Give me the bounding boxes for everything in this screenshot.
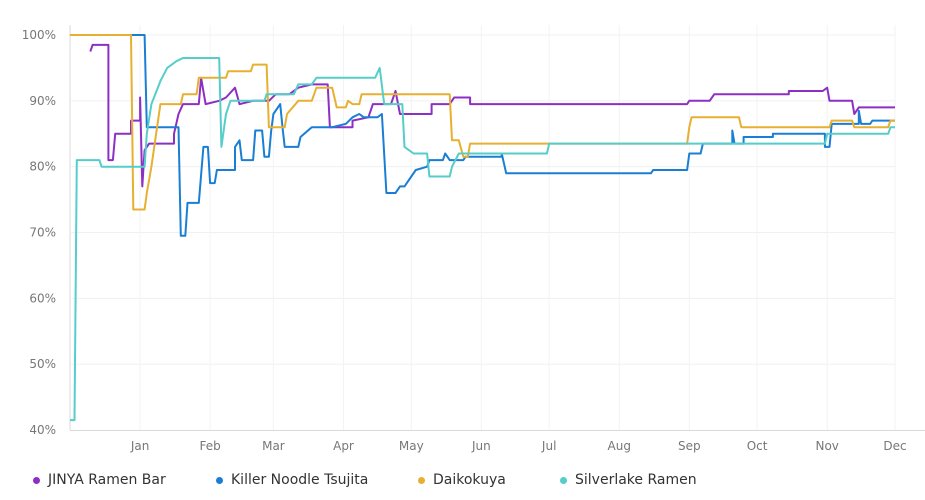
series-line-silverlake[interactable]: [70, 57, 895, 422]
legend-item-jinya[interactable]: JINYA Ramen Bar: [33, 472, 166, 488]
x-tick-label: Jun: [471, 439, 491, 453]
legend-swatch-jinya: [33, 476, 40, 484]
x-tick-label: Oct: [747, 439, 768, 453]
x-tick-label: Jan: [130, 439, 150, 453]
series-line-jinya[interactable]: [89, 43, 895, 188]
legend: JINYA Ramen Bar Killer Noodle Tsujita Da…: [0, 472, 925, 498]
x-tick-label: Sep: [678, 439, 701, 453]
legend-swatch-silverlake: [560, 476, 567, 484]
legend-swatch-killer-noodle: [216, 476, 223, 484]
x-tick-label: Feb: [200, 439, 221, 453]
legend-item-daikokuya[interactable]: Daikokuya: [418, 472, 506, 488]
series-lines: [70, 34, 895, 422]
x-tick-label: May: [399, 439, 424, 453]
legend-item-killer-noodle[interactable]: Killer Noodle Tsujita: [216, 472, 368, 488]
y-tick-label: 60%: [29, 291, 56, 305]
y-tick-label: 40%: [29, 423, 56, 437]
legend-label-jinya: JINYA Ramen Bar: [48, 472, 166, 488]
y-tick-label: 100%: [22, 28, 56, 42]
legend-label-silverlake: Silverlake Ramen: [575, 472, 697, 488]
gridlines: [69, 25, 925, 431]
x-tick-label: Jul: [541, 439, 556, 453]
line-chart: 100% 90% 80% 70% 60% 50% 40% Jan Feb Mar Apr May Ju…: [22, 25, 925, 453]
y-tick-label: 70%: [29, 226, 56, 240]
y-axis-tick-labels: 100% 90% 80% 70% 60% 50% 40%: [22, 28, 56, 437]
y-tick-label: 50%: [29, 357, 56, 371]
legend-label-killer-noodle: Killer Noodle Tsujita: [231, 472, 369, 488]
y-tick-label: 80%: [29, 160, 56, 174]
x-tick-label: Mar: [262, 439, 285, 453]
legend-label-daikokuya: Daikokuya: [433, 472, 506, 488]
x-tick-label: Aug: [608, 439, 631, 453]
x-tick-label: Dec: [883, 439, 906, 453]
x-axis-tick-labels: Jan Feb Mar Apr May Jun Jul Aug Sep Oct Nov Dec: [130, 439, 907, 453]
legend-item-silverlake[interactable]: Silverlake Ramen: [560, 472, 697, 488]
x-tick-label: Nov: [815, 439, 838, 453]
y-tick-label: 90%: [29, 94, 56, 108]
x-tick-label: Apr: [333, 439, 354, 453]
series-line-daikokuya[interactable]: [70, 34, 895, 211]
series-line-killer-noodle[interactable]: [70, 34, 895, 237]
legend-swatch-daikokuya: [418, 476, 425, 484]
